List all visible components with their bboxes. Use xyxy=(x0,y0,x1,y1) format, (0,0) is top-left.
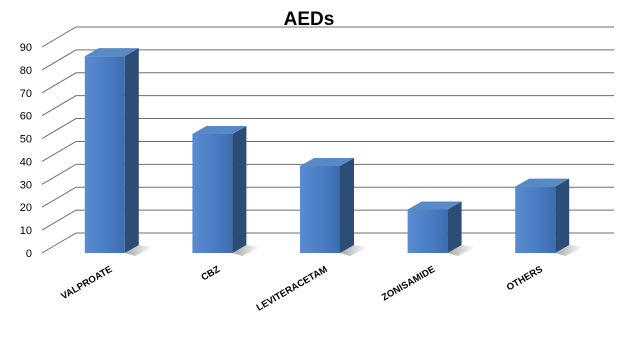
y-tick-label: 10 xyxy=(20,225,32,237)
bar-front xyxy=(84,56,125,254)
y-tick-label: 30 xyxy=(20,179,32,191)
bar-front xyxy=(407,209,448,253)
bar xyxy=(515,178,584,256)
gridline xyxy=(41,140,614,162)
x-category-label: OTHERS xyxy=(505,264,545,293)
bar-side xyxy=(124,48,139,254)
bar-front xyxy=(300,166,340,253)
bar-top xyxy=(515,178,570,187)
gridline xyxy=(41,26,614,48)
bar-side xyxy=(555,178,570,253)
gridline xyxy=(41,95,614,117)
y-tick-label: 0 xyxy=(26,248,32,260)
y-tick-label: 40 xyxy=(20,156,32,168)
bar-top xyxy=(300,158,354,167)
x-category-label: LEVITERACETAM xyxy=(255,264,330,314)
bars xyxy=(84,48,584,256)
x-category-label: ZONISAMIDE xyxy=(380,264,437,303)
x-axis-labels: VALPROATE CBZ LEVITERACETAM ZONISAMIDE OTHER… xyxy=(59,264,544,314)
x-category-label: VALPROATE xyxy=(59,264,114,302)
gridline xyxy=(41,49,614,71)
bar-top xyxy=(84,48,139,57)
bar-front xyxy=(515,186,556,253)
bar xyxy=(84,48,153,256)
gridlines xyxy=(41,26,614,254)
chart-title: AEDs xyxy=(284,9,335,30)
bar-side xyxy=(232,125,247,253)
bar-shadow xyxy=(447,245,476,256)
y-tick-label: 20 xyxy=(20,202,32,214)
gridline xyxy=(41,118,614,139)
bar-side xyxy=(447,201,462,253)
gridline xyxy=(41,72,614,94)
bar-shadow xyxy=(340,245,368,256)
bar xyxy=(192,125,261,256)
y-axis-ticks: 0 10 20 30 40 50 60 70 80 90 xyxy=(20,42,32,260)
bar xyxy=(300,158,368,256)
y-tick-label: 50 xyxy=(20,134,32,146)
bar-shadow xyxy=(124,245,153,256)
bar xyxy=(407,201,476,256)
bar-top xyxy=(192,125,247,134)
bar-side xyxy=(340,158,354,253)
y-tick-label: 80 xyxy=(20,65,32,77)
y-tick-label: 70 xyxy=(20,88,32,100)
bar-shadow xyxy=(555,245,584,256)
y-tick-label: 90 xyxy=(20,42,32,54)
gridline xyxy=(41,163,614,185)
x-category-label: CBZ xyxy=(199,264,222,283)
gridline xyxy=(41,186,614,208)
bar-front xyxy=(192,133,233,253)
bar-shadow xyxy=(232,245,261,256)
bar-top xyxy=(407,201,462,210)
y-tick-label: 60 xyxy=(20,111,32,123)
